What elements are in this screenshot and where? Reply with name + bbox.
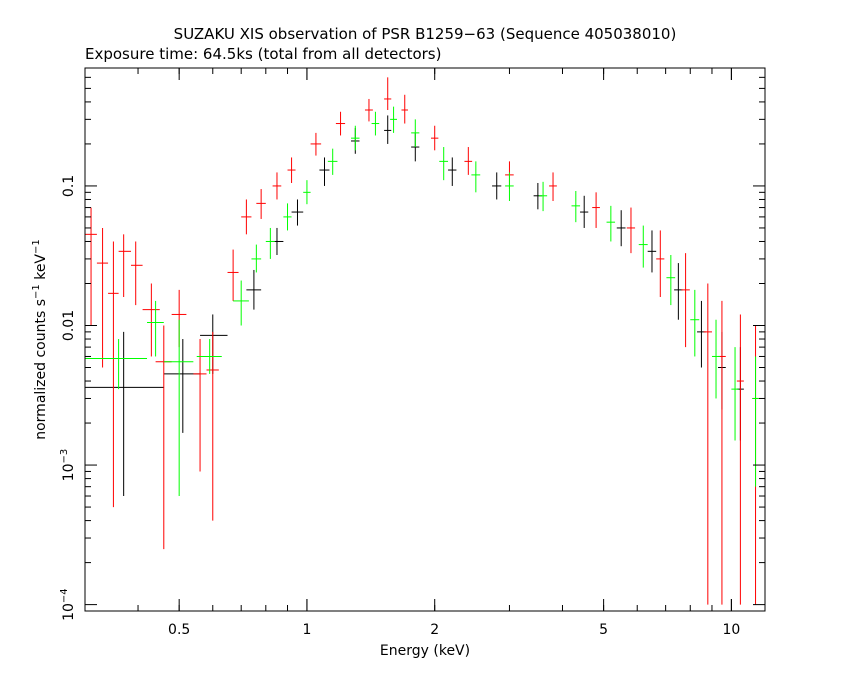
y-tick-label: 10−3 bbox=[59, 449, 77, 482]
data-point bbox=[697, 300, 706, 368]
data-point bbox=[371, 111, 380, 136]
data-point bbox=[96, 227, 109, 368]
x-axis-title: Energy (keV) bbox=[380, 643, 470, 659]
data-point bbox=[350, 125, 360, 151]
x-tick-label: 10 bbox=[722, 622, 740, 638]
data-point bbox=[626, 207, 636, 254]
ticks-layer: 0.5 1 2 5 10 10−4 10−3 0.01 0.1 bbox=[59, 68, 765, 638]
data-point bbox=[752, 356, 759, 487]
data-point bbox=[464, 147, 473, 175]
data-point bbox=[505, 172, 514, 201]
data-point bbox=[272, 172, 282, 200]
data-point bbox=[108, 241, 119, 508]
data-point bbox=[571, 190, 581, 223]
data-point bbox=[647, 230, 657, 273]
data-point bbox=[118, 234, 131, 298]
chart-subtitle: Exposure time: 64.5ks (total from all de… bbox=[85, 45, 441, 63]
data-point bbox=[430, 125, 439, 151]
data-point bbox=[251, 244, 262, 273]
x-tick-label: 0.5 bbox=[168, 622, 190, 638]
data-point bbox=[606, 205, 616, 242]
data-point bbox=[703, 283, 712, 605]
data-point bbox=[147, 300, 164, 357]
y-axis-title-sup2: −1 bbox=[31, 239, 42, 254]
data-point bbox=[681, 253, 690, 348]
data-point bbox=[291, 199, 304, 226]
data-point bbox=[85, 207, 97, 326]
data-point bbox=[227, 249, 239, 301]
data-point bbox=[616, 210, 626, 247]
y-tick-label: 10−4 bbox=[59, 588, 77, 621]
y-axis-title-sup1: −1 bbox=[31, 284, 42, 299]
data-point bbox=[364, 98, 373, 122]
data-point bbox=[592, 192, 600, 228]
data-point bbox=[233, 280, 249, 326]
y-tick-label: 0.01 bbox=[61, 310, 77, 341]
data-point bbox=[390, 106, 398, 133]
data-point bbox=[327, 148, 338, 175]
data-point bbox=[287, 157, 296, 183]
data-point bbox=[310, 132, 322, 156]
x-tick-label: 2 bbox=[430, 622, 439, 638]
data-point bbox=[163, 339, 201, 433]
y-axis-title-middle: keV bbox=[33, 254, 49, 285]
x-tick-label: 1 bbox=[302, 622, 311, 638]
plot-frame bbox=[84, 67, 766, 612]
data-point bbox=[155, 325, 172, 550]
series-0 bbox=[85, 115, 744, 497]
data-point bbox=[674, 263, 683, 320]
data-point bbox=[246, 269, 262, 310]
data-point bbox=[130, 241, 143, 306]
data-point bbox=[319, 157, 330, 186]
chart-title: SUZAKU XIS observation of PSR B1259−63 (… bbox=[174, 25, 677, 43]
data-point bbox=[335, 111, 346, 136]
data-point bbox=[384, 77, 392, 111]
data-point bbox=[439, 147, 449, 181]
data-point bbox=[690, 289, 700, 357]
data-point bbox=[538, 181, 548, 212]
data-point bbox=[85, 339, 148, 390]
data-point bbox=[580, 195, 589, 228]
y-axis-title-prefix: normalized counts s bbox=[33, 299, 49, 440]
data-point bbox=[549, 172, 557, 201]
series-1 bbox=[85, 77, 759, 605]
data-point bbox=[401, 94, 408, 124]
data-point bbox=[85, 331, 164, 497]
data-point bbox=[265, 227, 275, 259]
data-point bbox=[256, 189, 266, 219]
data-point bbox=[666, 255, 676, 306]
y-tick-label: 0.1 bbox=[61, 175, 77, 197]
data-point bbox=[200, 314, 228, 374]
data-point bbox=[718, 300, 726, 605]
data-point bbox=[492, 172, 502, 200]
data-point bbox=[241, 199, 252, 235]
data-point bbox=[206, 331, 219, 521]
data-point bbox=[142, 283, 160, 357]
data-point bbox=[384, 115, 392, 144]
data-point bbox=[731, 347, 739, 441]
data-point bbox=[736, 314, 744, 605]
x-tick-label: 5 bbox=[599, 622, 608, 638]
y-axis-title: normalized counts s−1 keV−1 bbox=[31, 239, 49, 440]
data-point bbox=[711, 319, 720, 399]
series-2 bbox=[85, 106, 759, 497]
data-point bbox=[448, 157, 457, 186]
data-point bbox=[196, 339, 222, 374]
data-point bbox=[303, 180, 311, 205]
data-point bbox=[638, 225, 648, 268]
data-point bbox=[656, 230, 665, 298]
data-point bbox=[411, 119, 420, 148]
data-point bbox=[283, 203, 292, 231]
series-layer bbox=[85, 77, 759, 605]
data-point bbox=[193, 339, 207, 472]
data-point bbox=[471, 161, 481, 193]
data-point bbox=[163, 319, 194, 497]
